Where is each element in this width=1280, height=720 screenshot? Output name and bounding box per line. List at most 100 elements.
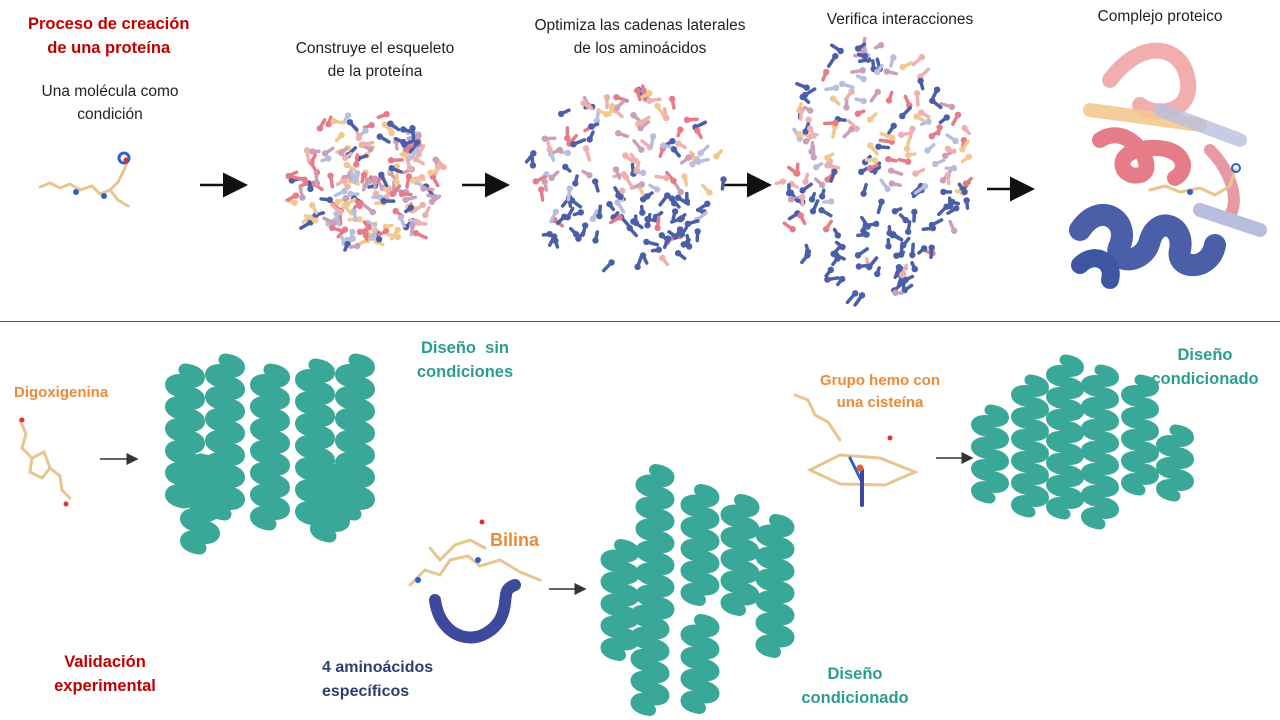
residue-atom bbox=[888, 180, 896, 187]
residue-atom bbox=[375, 236, 383, 243]
residue-atom bbox=[582, 145, 590, 152]
residue-atom bbox=[593, 117, 601, 124]
residue-atom bbox=[854, 45, 862, 52]
residue-atom bbox=[548, 174, 555, 182]
residue-atom bbox=[387, 157, 395, 164]
residue-atom bbox=[909, 251, 916, 259]
residue-atom bbox=[803, 84, 810, 91]
conditioned-design-label-right: Diseño condicionado bbox=[1151, 346, 1259, 388]
residue-atom bbox=[848, 126, 855, 133]
residue-atom bbox=[824, 162, 831, 169]
residue-atom bbox=[557, 110, 565, 118]
residue-atom bbox=[860, 97, 867, 105]
residue-atom bbox=[415, 132, 422, 139]
residue-atom bbox=[674, 194, 682, 201]
residue-atom bbox=[787, 196, 795, 203]
residue-atom bbox=[615, 129, 622, 137]
residue-atom bbox=[838, 275, 846, 283]
residue-atom bbox=[902, 216, 909, 224]
residue-atom bbox=[355, 134, 363, 142]
residue-atom bbox=[603, 94, 611, 101]
residue-atom bbox=[537, 186, 545, 193]
residue-atom bbox=[341, 188, 348, 195]
residue-atom bbox=[697, 150, 704, 157]
helix bbox=[250, 363, 290, 531]
residue-atom bbox=[900, 242, 907, 249]
residue-atom bbox=[829, 95, 837, 102]
residue-atom bbox=[550, 233, 558, 240]
helix bbox=[295, 358, 335, 526]
residue-atom bbox=[889, 134, 896, 141]
residue-atom bbox=[330, 219, 338, 227]
residue-atom bbox=[677, 216, 684, 223]
residue-atom bbox=[890, 122, 897, 129]
residue-atom bbox=[685, 154, 693, 161]
residue-atom bbox=[810, 154, 817, 161]
residue-atom bbox=[371, 175, 379, 182]
residue-atom bbox=[606, 200, 613, 208]
residue-atom bbox=[706, 189, 713, 196]
residue-atom bbox=[848, 88, 855, 95]
residue-atom bbox=[911, 208, 918, 216]
residue-atom bbox=[381, 121, 389, 128]
helix bbox=[680, 484, 720, 606]
residue-atom bbox=[909, 125, 916, 133]
helix-bundle-unconditioned bbox=[165, 353, 375, 555]
residue-atom bbox=[942, 152, 949, 159]
residue-atom bbox=[860, 75, 867, 83]
residue-atom bbox=[802, 178, 809, 185]
helix bbox=[680, 614, 720, 714]
residue-atom bbox=[405, 173, 413, 180]
residue-atom bbox=[670, 146, 678, 153]
residue-atom bbox=[928, 221, 936, 229]
residue-atom bbox=[316, 125, 324, 132]
residue-atom bbox=[878, 198, 885, 205]
residue-atom bbox=[344, 183, 351, 191]
residue-atom bbox=[637, 119, 644, 126]
residue-atom bbox=[963, 197, 970, 204]
residue-atom bbox=[586, 171, 593, 179]
residue-atom bbox=[413, 139, 421, 146]
residue-atom bbox=[409, 125, 416, 132]
residue-atom bbox=[858, 292, 866, 299]
residue-atom bbox=[885, 155, 892, 163]
residue-atom bbox=[875, 143, 882, 150]
residue-atom bbox=[932, 160, 939, 168]
residue-atom bbox=[577, 209, 585, 216]
residue-atom bbox=[327, 172, 334, 179]
residue-atom bbox=[694, 228, 701, 235]
residue-atom bbox=[346, 119, 354, 126]
residue-atom bbox=[877, 41, 885, 49]
step-label-molecule: Una molécula como condición bbox=[41, 83, 179, 123]
residue-atom bbox=[639, 209, 646, 216]
residue-atom bbox=[398, 190, 406, 198]
residue-atom bbox=[378, 171, 385, 179]
residue-atom bbox=[613, 104, 621, 111]
residue-atom bbox=[603, 111, 610, 118]
residue-atom bbox=[654, 224, 661, 232]
residue-atom bbox=[863, 231, 870, 238]
residue-atom bbox=[858, 168, 865, 176]
residue-atom bbox=[541, 178, 549, 186]
residue-atom bbox=[904, 151, 912, 159]
residue-atom bbox=[824, 276, 831, 283]
residue-atom bbox=[376, 133, 384, 140]
residue-atom bbox=[890, 231, 897, 238]
residue-atom bbox=[951, 227, 958, 235]
residue-atom bbox=[959, 146, 966, 153]
residue-atom bbox=[592, 178, 599, 185]
residue-atom bbox=[689, 161, 696, 168]
residue-atom bbox=[659, 254, 666, 262]
residue-atom bbox=[406, 165, 414, 172]
residue-atom bbox=[798, 106, 805, 114]
residue-atom bbox=[913, 90, 921, 97]
residue-atom bbox=[354, 170, 361, 177]
residue-atom bbox=[924, 147, 931, 154]
residue-atom bbox=[808, 196, 816, 203]
residue-atom bbox=[634, 87, 641, 94]
residue-atom bbox=[832, 84, 840, 91]
residue-cloud-sidechains bbox=[524, 84, 727, 273]
residue-atom bbox=[893, 252, 900, 259]
residue-atom bbox=[409, 177, 417, 184]
residue-atom bbox=[632, 219, 640, 227]
